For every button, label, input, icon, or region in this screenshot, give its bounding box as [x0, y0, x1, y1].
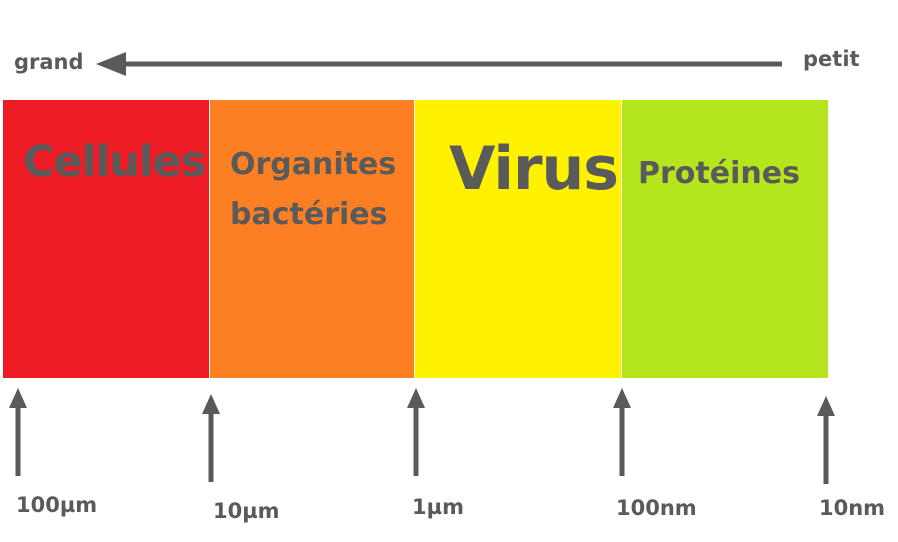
band-label-bacteria: bactéries	[230, 197, 388, 232]
band-organelles-bacteria: Organites bactéries	[210, 100, 414, 378]
scale-label-100nm: 100nm	[616, 496, 697, 520]
scale-arrow-100nm	[613, 388, 631, 476]
scale-arrow-10um	[202, 394, 220, 482]
size-direction-arrow	[96, 52, 782, 76]
scale-label-10nm: 10nm	[819, 496, 886, 520]
band-label-proteins: Protéines	[638, 156, 800, 191]
small-end-label: petit	[803, 47, 860, 71]
band-label-organelles: Organites	[230, 147, 397, 182]
scale-arrow-10nm	[817, 396, 835, 484]
band-virus: Virus	[415, 100, 621, 378]
scale-label-1um: 1µm	[412, 495, 464, 519]
scale-arrow-100um	[9, 388, 27, 476]
scale-arrow-1um	[407, 388, 425, 476]
band-label-virus: Virus	[449, 134, 619, 204]
large-end-label: grand	[14, 50, 84, 74]
band-proteins: Protéines	[622, 100, 828, 378]
scale-label-100um: 100µm	[16, 493, 98, 517]
scale-label-10um: 10µm	[213, 499, 280, 523]
band-label-cells: Cellules	[23, 137, 206, 187]
band-cells: Cellules	[3, 100, 209, 378]
